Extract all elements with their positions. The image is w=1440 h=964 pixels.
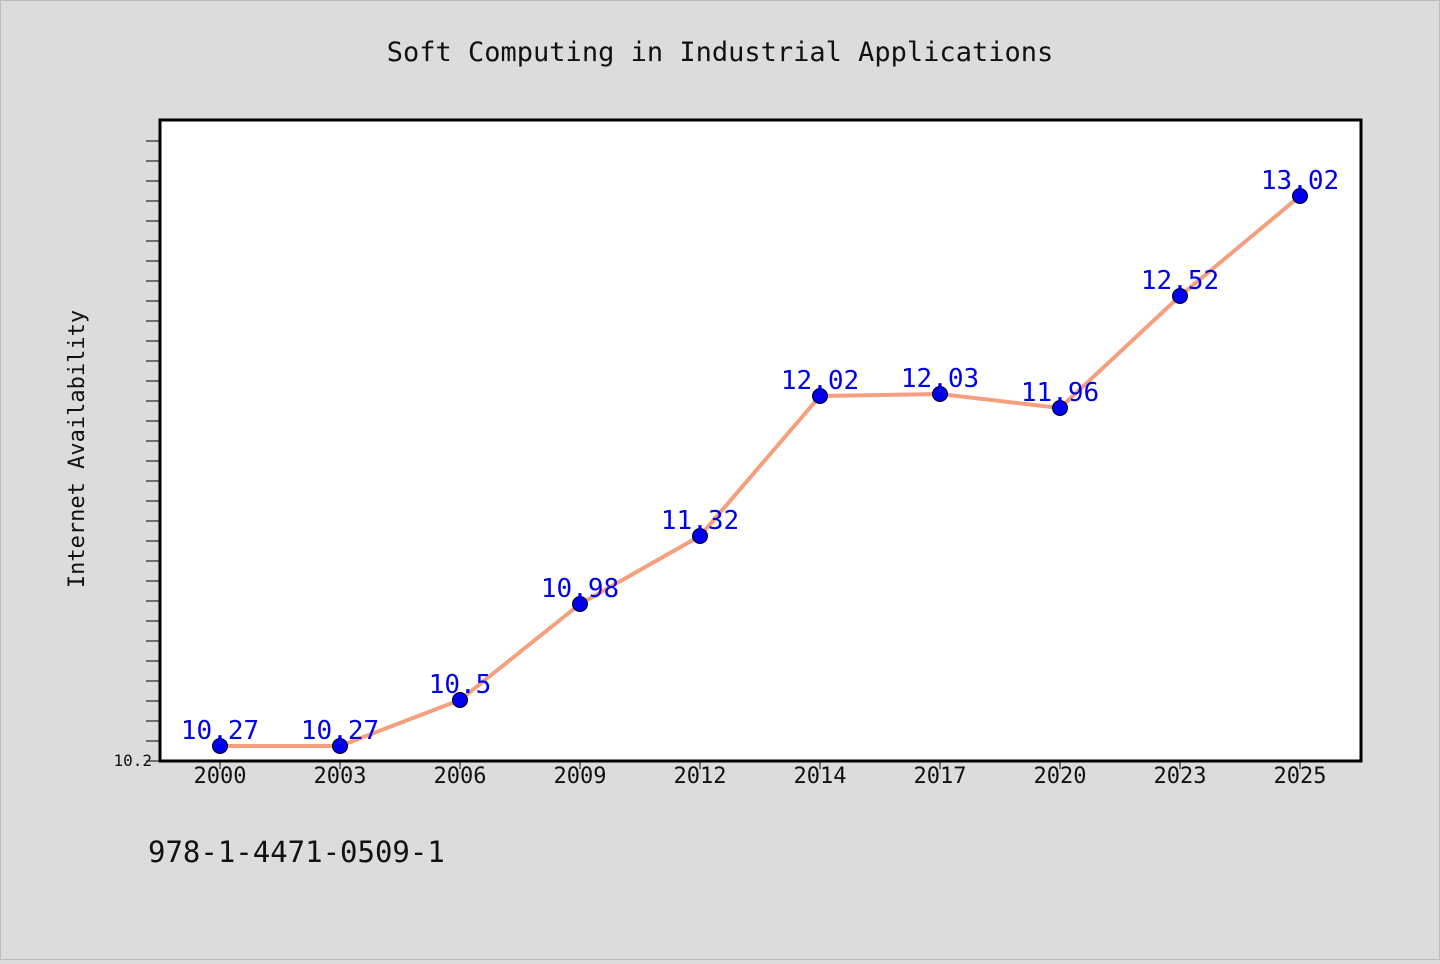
isbn-text: 978-1-4471-0509-1 [148, 835, 445, 869]
data-point [1172, 288, 1188, 304]
x-tick-label: 2006 [434, 764, 487, 789]
data-label: 12.02 [781, 366, 859, 396]
data-point [572, 596, 588, 612]
data-point [932, 386, 948, 402]
series-line [218, 194, 1302, 748]
data-label: 11.32 [661, 506, 739, 536]
y-tick-label: 10.2 [113, 751, 152, 770]
x-tick-label: 2014 [794, 764, 847, 789]
data-label: 13.02 [1261, 166, 1339, 196]
series-layer [218, 194, 1302, 748]
y-axis-label: Internet Availability [65, 310, 90, 588]
x-tick-label: 2009 [554, 764, 607, 789]
data-label: 10.27 [301, 716, 379, 746]
x-tick-label: 2012 [674, 764, 727, 789]
data-label-layer: 10.27 10.27 10.5 10.98 11.32 12.02 12.03 11.96 1… [181, 166, 1339, 746]
data-label: 10.98 [541, 574, 619, 604]
x-tick-label: 2000 [194, 764, 247, 789]
data-point [332, 738, 348, 754]
x-tick-label: 2017 [914, 764, 967, 789]
x-tick-label: 2025 [1274, 764, 1327, 789]
data-point [1292, 188, 1308, 204]
x-tick-label: 2020 [1034, 764, 1087, 789]
x-tick-label: 2023 [1154, 764, 1207, 789]
data-point [692, 528, 708, 544]
data-label: 10.27 [181, 716, 259, 746]
data-point [1052, 400, 1068, 416]
data-label: 12.03 [901, 364, 979, 394]
y-axis-ticks [146, 140, 160, 762]
data-label: 11.96 [1021, 378, 1099, 408]
data-point [812, 388, 828, 404]
data-point [452, 692, 468, 708]
x-axis-ticks [219, 761, 1301, 769]
data-label: 10.5 [429, 670, 492, 700]
data-label: 12.52 [1141, 266, 1219, 296]
chart-title: Soft Computing in Industrial Application… [387, 37, 1053, 68]
x-axis-tick-labels: 2000 2003 2006 2009 2012 2014 2017 2020 2023 2025 [194, 764, 1327, 789]
plot-area [158, 118, 1363, 763]
data-point [212, 738, 228, 754]
x-tick-label: 2003 [314, 764, 367, 789]
y-axis-tick-labels: 10.2 [113, 751, 152, 770]
marker-layer [212, 188, 1308, 754]
